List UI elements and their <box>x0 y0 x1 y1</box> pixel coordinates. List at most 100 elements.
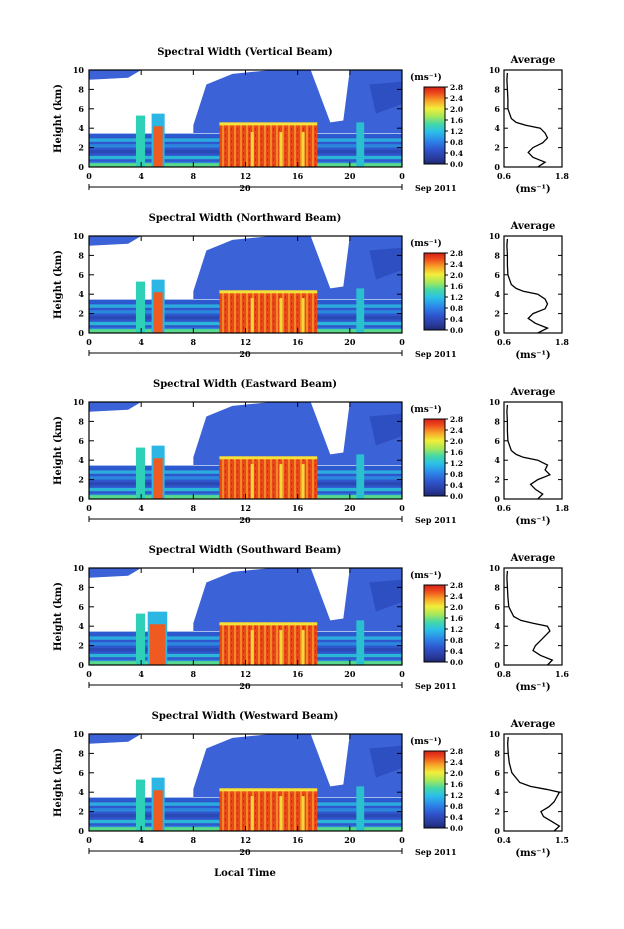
avg-y-tick-label: 0 <box>494 494 500 504</box>
x-tick-label: 16 <box>292 669 304 679</box>
y-tick-label: 8 <box>78 582 84 592</box>
average-frame <box>503 733 563 832</box>
panel-title: Spectral Width (Northward Beam) <box>149 213 342 224</box>
x-tick-label: 20 <box>344 337 356 347</box>
x-tick-label: 0 <box>399 503 405 513</box>
x-tick-label: 4 <box>138 669 144 679</box>
colorbar-tick-label: 1.2 <box>450 127 463 136</box>
date-label: Sep 2011 <box>415 349 457 359</box>
avg-y-tick-label: 0 <box>494 162 500 172</box>
colorbar-tick-label: 1.6 <box>450 780 463 789</box>
day-label: 20 <box>239 515 251 525</box>
colorbar-tick-label: 1.2 <box>450 293 463 302</box>
day-label: 20 <box>239 183 251 193</box>
x-tick-label: 4 <box>138 337 144 347</box>
heatmap <box>89 734 402 831</box>
avg-x-tick-label: 0.6 <box>497 337 511 347</box>
panel-3: Spectral Width (Southward Beam) 0 2 4 6 8 10 0 4… <box>53 545 569 693</box>
x-tick-label: 0 <box>399 835 405 845</box>
avg-y-tick-label: 10 <box>489 563 501 573</box>
colorbar-tick-label: 0.8 <box>450 138 463 147</box>
date-label: Sep 2011 <box>415 681 457 691</box>
x-tick-label: 0 <box>399 337 405 347</box>
y-tick-label: 2 <box>78 475 84 485</box>
x-tick-label: 0 <box>86 171 92 181</box>
colorbar-tick-label: 2.4 <box>450 758 463 767</box>
panel-title: Spectral Width (Vertical Beam) <box>157 47 333 58</box>
avg-y-tick-label: 2 <box>494 475 500 485</box>
x-tick-label: 12 <box>240 835 251 845</box>
boundary-layer-streak <box>250 298 254 333</box>
top-left-echo <box>89 236 142 246</box>
y-tick-label: 10 <box>73 231 85 241</box>
clear-gap <box>310 734 350 787</box>
clear-gap <box>310 402 350 455</box>
y-tick-label: 0 <box>78 826 84 836</box>
y-tick-label: 0 <box>78 328 84 338</box>
average-title: Average <box>510 387 556 398</box>
column-echo-2 <box>135 115 146 167</box>
x-tick-label: 0 <box>86 669 92 679</box>
average-profile-line <box>506 238 550 334</box>
clear-gap <box>310 236 350 289</box>
x-tick-label: 4 <box>138 503 144 513</box>
y-tick-label: 4 <box>78 621 84 631</box>
boundary-layer-region <box>219 122 318 167</box>
x-tick-label: 0 <box>86 337 92 347</box>
average-title: Average <box>510 221 556 232</box>
colorbar-tick-label: 1.2 <box>450 625 463 634</box>
column-core <box>153 458 163 499</box>
colorbar-tick-label: 2.8 <box>450 249 463 258</box>
average-x-label: (ms⁻¹) <box>515 350 550 361</box>
column-echo-2 <box>135 281 146 333</box>
avg-y-tick-label: 4 <box>494 123 500 133</box>
y-tick-label: 6 <box>78 768 84 778</box>
x-tick-label: 8 <box>191 669 197 679</box>
average-profile-line <box>507 736 561 832</box>
avg-y-tick-label: 6 <box>494 768 500 778</box>
x-axis-label: Local Time <box>214 868 276 879</box>
colorbar-tick-label: 0.8 <box>450 636 463 645</box>
colorbar-tick-label: 0.8 <box>450 470 463 479</box>
x-tick-label: 4 <box>138 171 144 181</box>
x-tick-label: 20 <box>344 669 356 679</box>
y-tick-label: 8 <box>78 416 84 426</box>
x-tick-label: 8 <box>191 835 197 845</box>
avg-y-tick-label: 6 <box>494 104 500 114</box>
x-tick-label: 8 <box>191 337 197 347</box>
colorbar <box>423 86 446 165</box>
avg-y-tick-label: 10 <box>489 231 501 241</box>
avg-y-tick-label: 8 <box>494 84 500 94</box>
clear-gap <box>310 568 350 621</box>
colorbar-tick-label: 2.8 <box>450 747 463 756</box>
boundary-layer-streak <box>279 464 283 499</box>
avg-x-tick-label: 1.8 <box>555 337 569 347</box>
y-tick-label: 8 <box>78 84 84 94</box>
avg-y-tick-label: 8 <box>494 582 500 592</box>
colorbar-tick-label: 2.4 <box>450 426 463 435</box>
boundary-layer-top <box>219 122 318 126</box>
panel-title: Spectral Width (Westward Beam) <box>152 711 339 722</box>
y-tick-label: 4 <box>78 455 84 465</box>
boundary-layer-streak <box>250 132 254 167</box>
upper-echo-region <box>193 734 402 798</box>
avg-y-tick-label: 4 <box>494 289 500 299</box>
boundary-layer-streak <box>301 464 305 499</box>
y-tick-label: 10 <box>73 397 85 407</box>
upper-echo-region <box>193 568 402 632</box>
day-label: 20 <box>239 349 251 359</box>
y-tick-label: 0 <box>78 660 84 670</box>
boundary-layer-streak <box>250 630 254 665</box>
colorbar-tick-label: 1.2 <box>450 791 463 800</box>
heatmap <box>89 236 402 333</box>
x-tick-label: 12 <box>240 669 251 679</box>
avg-x-tick-label: 1.5 <box>555 835 569 845</box>
x-tick-label: 20 <box>344 503 356 513</box>
avg-y-tick-label: 2 <box>494 641 500 651</box>
avg-x-tick-label: 0.6 <box>497 503 511 513</box>
colorbar-tick-label: 2.0 <box>450 271 463 280</box>
x-tick-label: 12 <box>240 337 251 347</box>
average-profile-line <box>506 404 552 500</box>
column-echo-3 <box>356 786 365 831</box>
boundary-layer-top <box>219 456 318 460</box>
